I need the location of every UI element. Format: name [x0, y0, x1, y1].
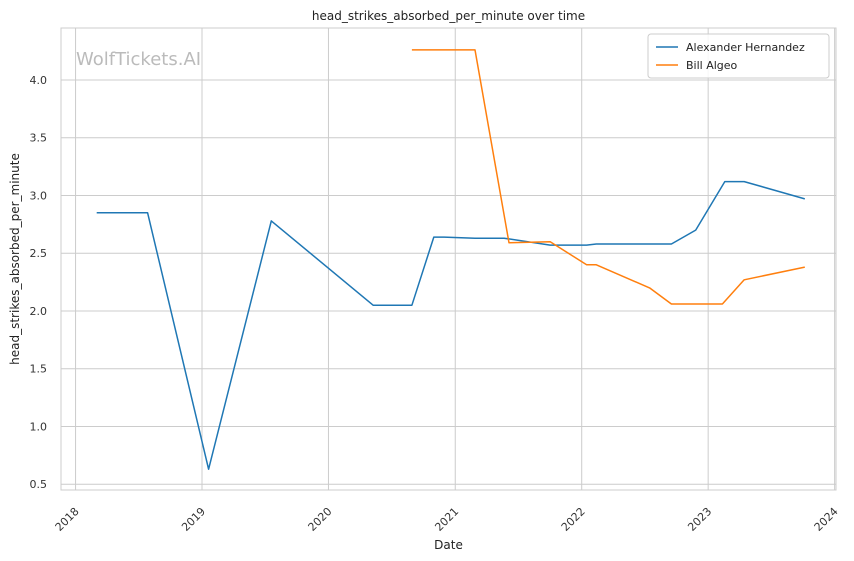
- y-tick-label: 1.0: [30, 420, 48, 433]
- y-tick-label: 3.0: [30, 189, 48, 202]
- x-axis-label: Date: [434, 538, 463, 552]
- y-tick-label: 2.0: [30, 305, 48, 318]
- series-line-bill-algeo: [411, 49, 805, 305]
- y-tick-label: 2.5: [30, 247, 48, 260]
- y-tick-label: 3.5: [30, 132, 48, 145]
- y-tick-label: 1.5: [30, 363, 48, 376]
- y-axis-label: head_strikes_absorbed_per_minute: [8, 153, 22, 365]
- y-tick-label: 4.0: [30, 74, 48, 87]
- chart-title: head_strikes_absorbed_per_minute over ti…: [312, 9, 585, 23]
- legend-label: Alexander Hernandez: [686, 41, 805, 54]
- legend: Alexander Hernandez Bill Algeo: [647, 33, 830, 79]
- legend-box: [647, 33, 830, 79]
- y-tick-label: 0.5: [30, 478, 48, 491]
- plot-area: [60, 27, 837, 491]
- watermark: WolfTickets.AI: [76, 49, 201, 70]
- legend-label: Bill Algeo: [686, 59, 738, 72]
- grid: [61, 28, 836, 490]
- y-tick-labels: 0.5 1.0 1.5 2.0 2.5 3.0 3.5 4.0: [30, 74, 48, 491]
- series-lines: [96, 49, 806, 470]
- series-line-alexander-hernandez: [96, 180, 806, 470]
